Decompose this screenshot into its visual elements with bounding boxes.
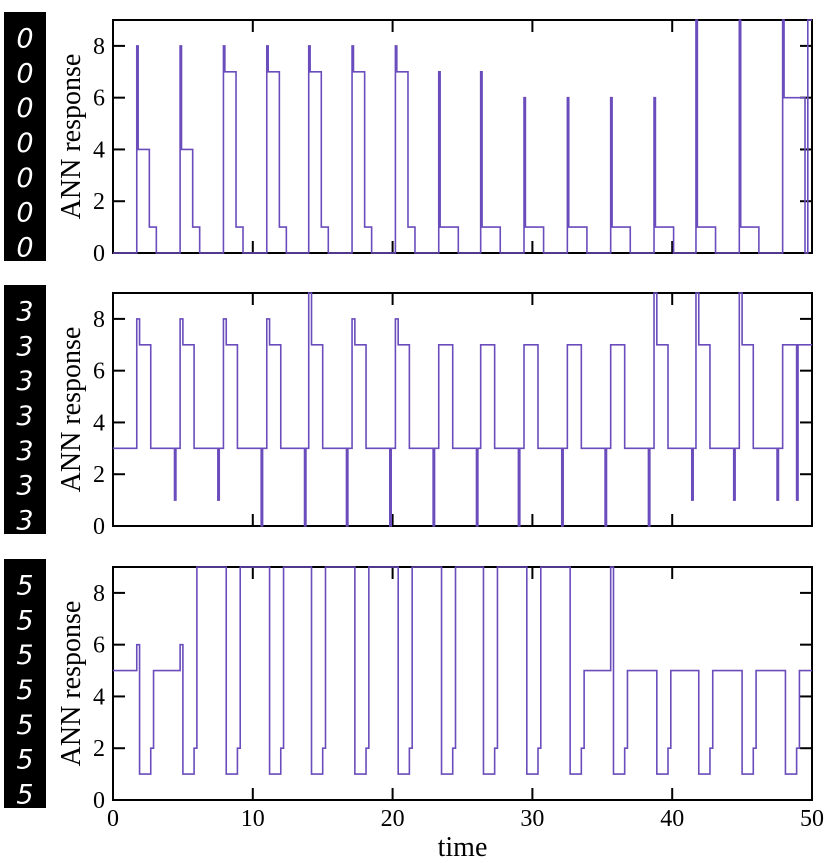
digit: 0 — [16, 24, 33, 55]
plot-frame — [112, 19, 813, 254]
y-axis-label: ANN response — [56, 54, 87, 220]
y-tick-label: 0 — [93, 514, 105, 540]
y-axis-label: ANN response — [56, 327, 87, 493]
data-line — [113, 292, 812, 527]
plot-frame — [112, 566, 813, 801]
y-tick-label: 8 — [93, 34, 105, 60]
digit: 3 — [16, 401, 33, 432]
y-tick-label: 8 — [93, 581, 105, 607]
x-tick-label: 40 — [660, 806, 684, 832]
y-tick-label: 4 — [93, 410, 105, 436]
x-tick-label: 10 — [241, 806, 265, 832]
y-tick-label: 2 — [93, 736, 105, 762]
digit: 0 — [16, 233, 33, 264]
digit: 0 — [16, 58, 33, 89]
x-tick-label: 20 — [381, 806, 405, 832]
y-tick-label: 2 — [93, 189, 105, 215]
x-tick-label: 30 — [520, 806, 544, 832]
y-tick-label: 0 — [93, 241, 105, 267]
y-tick-label: 2 — [93, 462, 105, 488]
digit-image — [4, 12, 46, 261]
digit: 5 — [16, 571, 33, 602]
digit: 3 — [16, 436, 33, 467]
digit: 5 — [16, 780, 33, 811]
digit: 5 — [16, 675, 33, 706]
y-tick-label: 6 — [93, 86, 105, 112]
y-tick-label: 8 — [93, 307, 105, 333]
digit-image — [4, 285, 46, 534]
x-tick-label: 50 — [800, 806, 824, 832]
digit-image — [4, 559, 46, 808]
y-tick-label: 6 — [93, 633, 105, 659]
digit: 3 — [16, 471, 33, 502]
digit: 0 — [16, 128, 33, 159]
digit: 0 — [16, 93, 33, 124]
data-line — [113, 566, 812, 775]
digit: 3 — [16, 506, 33, 537]
y-axis-label: ANN response — [56, 601, 87, 767]
digit: 5 — [16, 710, 33, 741]
y-tick-label: 0 — [93, 788, 105, 814]
plot-frame — [112, 292, 813, 527]
y-tick-label: 6 — [93, 359, 105, 385]
digit: 0 — [16, 198, 33, 229]
y-tick-label: 4 — [93, 137, 105, 163]
data-line — [113, 19, 812, 254]
digit: 0 — [16, 163, 33, 194]
digit: 5 — [16, 605, 33, 636]
x-axis-label: time — [438, 832, 488, 863]
digit: 3 — [16, 331, 33, 362]
digit: 5 — [16, 745, 33, 776]
digit: 5 — [16, 640, 33, 671]
digit: 3 — [16, 297, 33, 328]
y-tick-label: 4 — [93, 684, 105, 710]
digit: 3 — [16, 366, 33, 397]
x-tick-label: 0 — [107, 806, 119, 832]
